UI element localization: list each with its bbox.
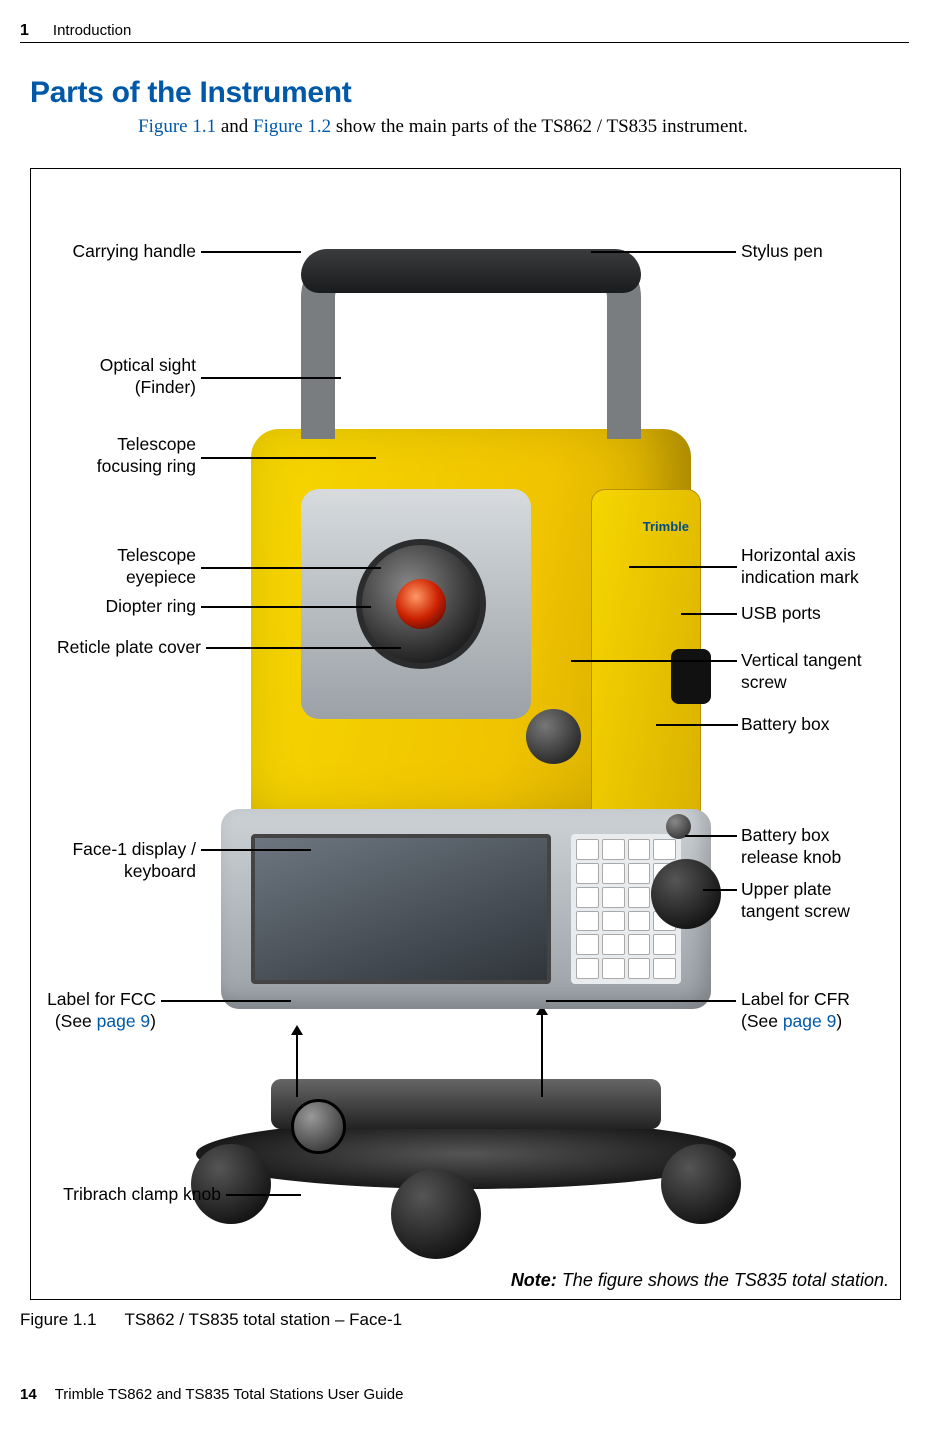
key [628, 887, 651, 908]
key [602, 911, 625, 932]
page-number: 14 [20, 1386, 37, 1403]
figure-box: Trimble Carrying handle Optical sight (F… [30, 168, 901, 1300]
callout-carrying-handle: Carrying handle [41, 241, 196, 263]
usb-ports [671, 649, 711, 704]
tribrach-clamp-knob [291, 1099, 346, 1154]
leader [201, 606, 371, 608]
callout-stylus-pen: Stylus pen [741, 241, 823, 263]
leader [685, 835, 737, 837]
key [602, 863, 625, 884]
leader [201, 377, 341, 379]
figure-number: Figure 1.1 [20, 1310, 97, 1329]
figure-caption: Figure 1.1 TS862 / TS835 total station – … [20, 1310, 402, 1330]
figure-note: Note: The figure shows the TS835 total s… [511, 1270, 889, 1291]
cfr-arrow [541, 1007, 543, 1097]
leader [591, 251, 736, 253]
key [653, 839, 676, 860]
callout-battery-release: Battery box release knob [741, 825, 841, 869]
footer-text: Trimble TS862 and TS835 Total Stations U… [55, 1386, 404, 1403]
key [576, 839, 599, 860]
key [628, 839, 651, 860]
callout-face1-display: Face-1 display / keyboard [41, 839, 196, 883]
key [653, 958, 676, 979]
page-link[interactable]: page 9 [97, 1011, 151, 1031]
key [576, 863, 599, 884]
leader [656, 724, 738, 726]
leveling-foot [391, 1169, 481, 1259]
leveling-foot [661, 1144, 741, 1224]
chapter-title: Introduction [53, 22, 131, 39]
callout-tribrach-clamp: Tribrach clamp knob [26, 1184, 221, 1206]
callout-vertical-tangent: Vertical tangent screw [741, 650, 862, 694]
figure-link-1[interactable]: Figure 1.1 [138, 116, 216, 137]
telescope-eyepiece-glass [396, 579, 446, 629]
key [628, 958, 651, 979]
callout-battery-box: Battery box [741, 714, 830, 736]
key [602, 887, 625, 908]
callout-upper-plate: Upper plate tangent screw [741, 879, 850, 923]
leader [571, 660, 737, 662]
key [602, 839, 625, 860]
leader [206, 647, 401, 649]
key [628, 863, 651, 884]
intro-mid1: and [216, 116, 253, 137]
figure-caption-text: TS862 / TS835 total station – Face-1 [125, 1310, 403, 1329]
callout-fcc-label: Label for FCC (See page 9) [16, 989, 156, 1033]
leader [201, 457, 376, 459]
leader [161, 1000, 291, 1002]
fcc-arrow [296, 1027, 298, 1097]
leader [703, 889, 737, 891]
callout-telescope-focusing: Telescope focusing ring [41, 434, 196, 478]
leader [201, 849, 311, 851]
callout-usb-ports: USB ports [741, 603, 821, 625]
tribrach-plate [196, 1119, 736, 1189]
leader [629, 566, 737, 568]
key [576, 958, 599, 979]
callout-reticle-plate: Reticle plate cover [26, 637, 201, 659]
handle-top [301, 249, 641, 293]
key [576, 887, 599, 908]
key [653, 934, 676, 955]
callout-horizontal-axis: Horizontal axis indication mark [741, 545, 859, 589]
page-footer: 14 Trimble TS862 and TS835 Total Stations… [20, 1386, 404, 1403]
brand-label: Trimble [643, 519, 689, 534]
callout-optical-sight: Optical sight (Finder) [41, 355, 196, 399]
display-unit [221, 809, 711, 1009]
vertical-tangent-screw [526, 709, 581, 764]
page-header: 1 Introduction [20, 22, 909, 43]
callout-telescope-eyepiece: Telescope eyepiece [41, 545, 196, 589]
instrument-illustration: Trimble [221, 219, 711, 1249]
leader [201, 567, 381, 569]
note-label: Note: [511, 1270, 557, 1290]
key [602, 934, 625, 955]
leader [226, 1194, 301, 1196]
key [576, 934, 599, 955]
display-screen [251, 834, 551, 984]
upper-plate-tangent-screw [651, 859, 721, 929]
figure-link-2[interactable]: Figure 1.2 [253, 116, 331, 137]
key [628, 911, 651, 932]
note-text: The figure shows the TS835 total station… [557, 1270, 889, 1290]
intro-suffix: show the main parts of the TS862 / TS835… [331, 116, 748, 137]
leader [681, 613, 737, 615]
chapter-number: 1 [20, 22, 29, 40]
leader [201, 251, 301, 253]
key [576, 911, 599, 932]
callout-diopter-ring: Diopter ring [41, 596, 196, 618]
leader [546, 1000, 736, 1002]
callout-cfr-label: Label for CFR (See page 9) [741, 989, 850, 1033]
key [628, 934, 651, 955]
page-link[interactable]: page 9 [783, 1011, 837, 1031]
intro-paragraph: Figure 1.1 and Figure 1.2 show the main … [138, 116, 748, 138]
key [602, 958, 625, 979]
section-title: Parts of the Instrument [30, 76, 351, 110]
